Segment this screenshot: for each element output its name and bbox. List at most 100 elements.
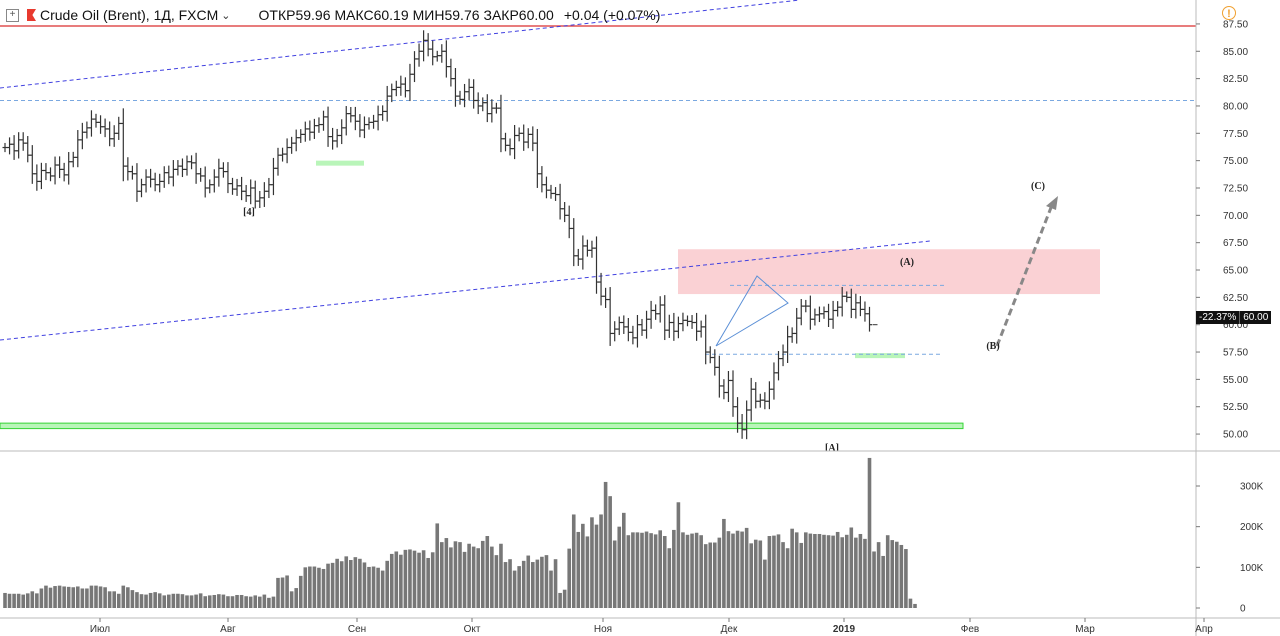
triangle-pattern: [715, 275, 789, 347]
ohlc-bar: [571, 218, 577, 267]
volume-bar: [144, 594, 148, 608]
ohlc-bar: [134, 163, 140, 202]
ohlc-bar: [298, 129, 304, 143]
ohlc-bar: [512, 124, 518, 160]
volume-bar: [531, 562, 535, 608]
ohlc-bar: [7, 137, 13, 155]
ohlc-bar: [730, 370, 736, 417]
flag-icon[interactable]: [27, 9, 36, 21]
y-tick-label: 55.00: [1223, 375, 1248, 386]
volume-bar: [107, 591, 112, 608]
ohlc-bar: [348, 106, 354, 123]
ohlc-bar: [557, 183, 563, 220]
volume-bar: [276, 577, 280, 608]
ohlc-bar: [79, 122, 85, 150]
ohlc-bar: [421, 30, 427, 62]
ohlc-bar: [562, 202, 568, 223]
volume-bar: [3, 592, 7, 608]
volume-bar: [799, 542, 804, 608]
ohlc-bar: [744, 400, 750, 440]
volume-bar: [521, 560, 526, 608]
ohlc-bar: [753, 382, 759, 409]
alert-icon[interactable]: !: [1222, 6, 1236, 20]
volume-bar: [217, 594, 221, 608]
volume-bar: [308, 566, 312, 608]
volume-bar: [326, 563, 330, 608]
volume-bar: [703, 544, 708, 608]
volume-bar: [139, 594, 144, 608]
expand-box-icon[interactable]: +: [6, 8, 19, 22]
y-tick-label: 80.00: [1223, 101, 1248, 112]
volume-bar: [854, 537, 858, 608]
volume-bar: [116, 593, 121, 608]
volume-bar: [808, 533, 813, 608]
ohlc-bar: [757, 393, 763, 408]
volume-bar: [21, 594, 25, 608]
volume-bar: [872, 551, 876, 608]
ohlc-bar: [139, 178, 144, 198]
lower-channel-line: [0, 240, 931, 341]
volume-bar: [662, 536, 667, 608]
ohlc-bar: [762, 392, 768, 410]
ohlc-bar: [657, 296, 663, 323]
ohlc-bar: [475, 92, 481, 115]
ohlc-bar: [239, 176, 245, 201]
volume-bar: [312, 566, 317, 608]
volume-bar: [763, 559, 767, 608]
volume-bar: [781, 542, 785, 608]
volume-bar: [599, 514, 603, 608]
ohlc-bar: [566, 205, 572, 239]
ohlc-bar: [525, 128, 531, 149]
volume-bar: [358, 558, 362, 608]
ohlc-bar: [616, 316, 622, 336]
volume-bar: [376, 567, 380, 608]
upper-channel-line: [0, 0, 801, 89]
header-band: [0, 0, 1196, 26]
ohlc-bar: [189, 155, 195, 170]
volume-bar: [35, 593, 39, 608]
chevron-down-icon[interactable]: ⌄: [221, 9, 231, 22]
volume-bar: [649, 533, 653, 608]
ohlc-bar: [307, 120, 313, 141]
ohlc-bar: [798, 298, 804, 326]
volume-bar: [244, 596, 248, 608]
volume-bar: [562, 589, 567, 608]
ohlc-bar: [402, 77, 408, 98]
ohlc-bar: [393, 80, 399, 97]
volume-bar: [612, 540, 617, 608]
ohlc-bar: [330, 127, 336, 150]
volume-bar: [740, 531, 744, 608]
ohlc-bar: [516, 127, 522, 142]
ohlc-bar: [493, 102, 499, 114]
volume-bar: [708, 542, 713, 608]
ohlc-bar: [857, 296, 863, 317]
y-tick-label: 87.50: [1223, 19, 1248, 30]
volume-bar: [399, 554, 403, 608]
volume-bar: [226, 596, 230, 608]
ohlc-bar: [257, 190, 263, 208]
current-price: 60.00: [1239, 311, 1271, 324]
volume-bar: [189, 595, 194, 608]
ohlc-bar: [161, 166, 167, 188]
x-tick-label: Дек: [721, 624, 738, 635]
volume-bar: [121, 585, 126, 608]
volume-bar: [157, 593, 162, 608]
volume-bar: [622, 512, 626, 608]
volume-bar: [640, 532, 644, 608]
volume-bar: [330, 562, 335, 608]
ohlc-bar: [721, 379, 727, 400]
volume-bar: [194, 594, 198, 608]
volume-bar: [749, 543, 753, 608]
ohlc-bar: [789, 327, 795, 343]
volume-bar: [98, 586, 103, 608]
ohlc-bar: [867, 306, 872, 332]
volume-bar: [895, 541, 899, 608]
volume-bar: [339, 561, 344, 608]
ohlc-bar: [598, 272, 604, 306]
ohlc-bar: [334, 128, 340, 148]
volume-bar: [162, 595, 167, 608]
symbol-title[interactable]: Crude Oil (Brent), 1Д, FXCM: [40, 7, 219, 23]
volume-bar: [239, 594, 244, 608]
volume-bar: [549, 570, 553, 608]
